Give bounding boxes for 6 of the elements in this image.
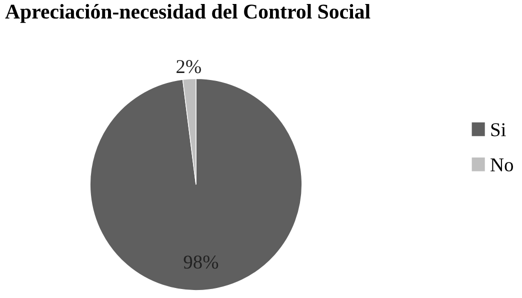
chart-title: Apreciación-necesidad del Control Social	[5, 4, 370, 23]
data-label: 98%	[184, 256, 218, 269]
pie-slice	[90, 78, 302, 291]
legend-label: Si	[491, 123, 506, 136]
legend-label: No	[490, 158, 514, 172]
data-label: 2%	[176, 60, 201, 74]
